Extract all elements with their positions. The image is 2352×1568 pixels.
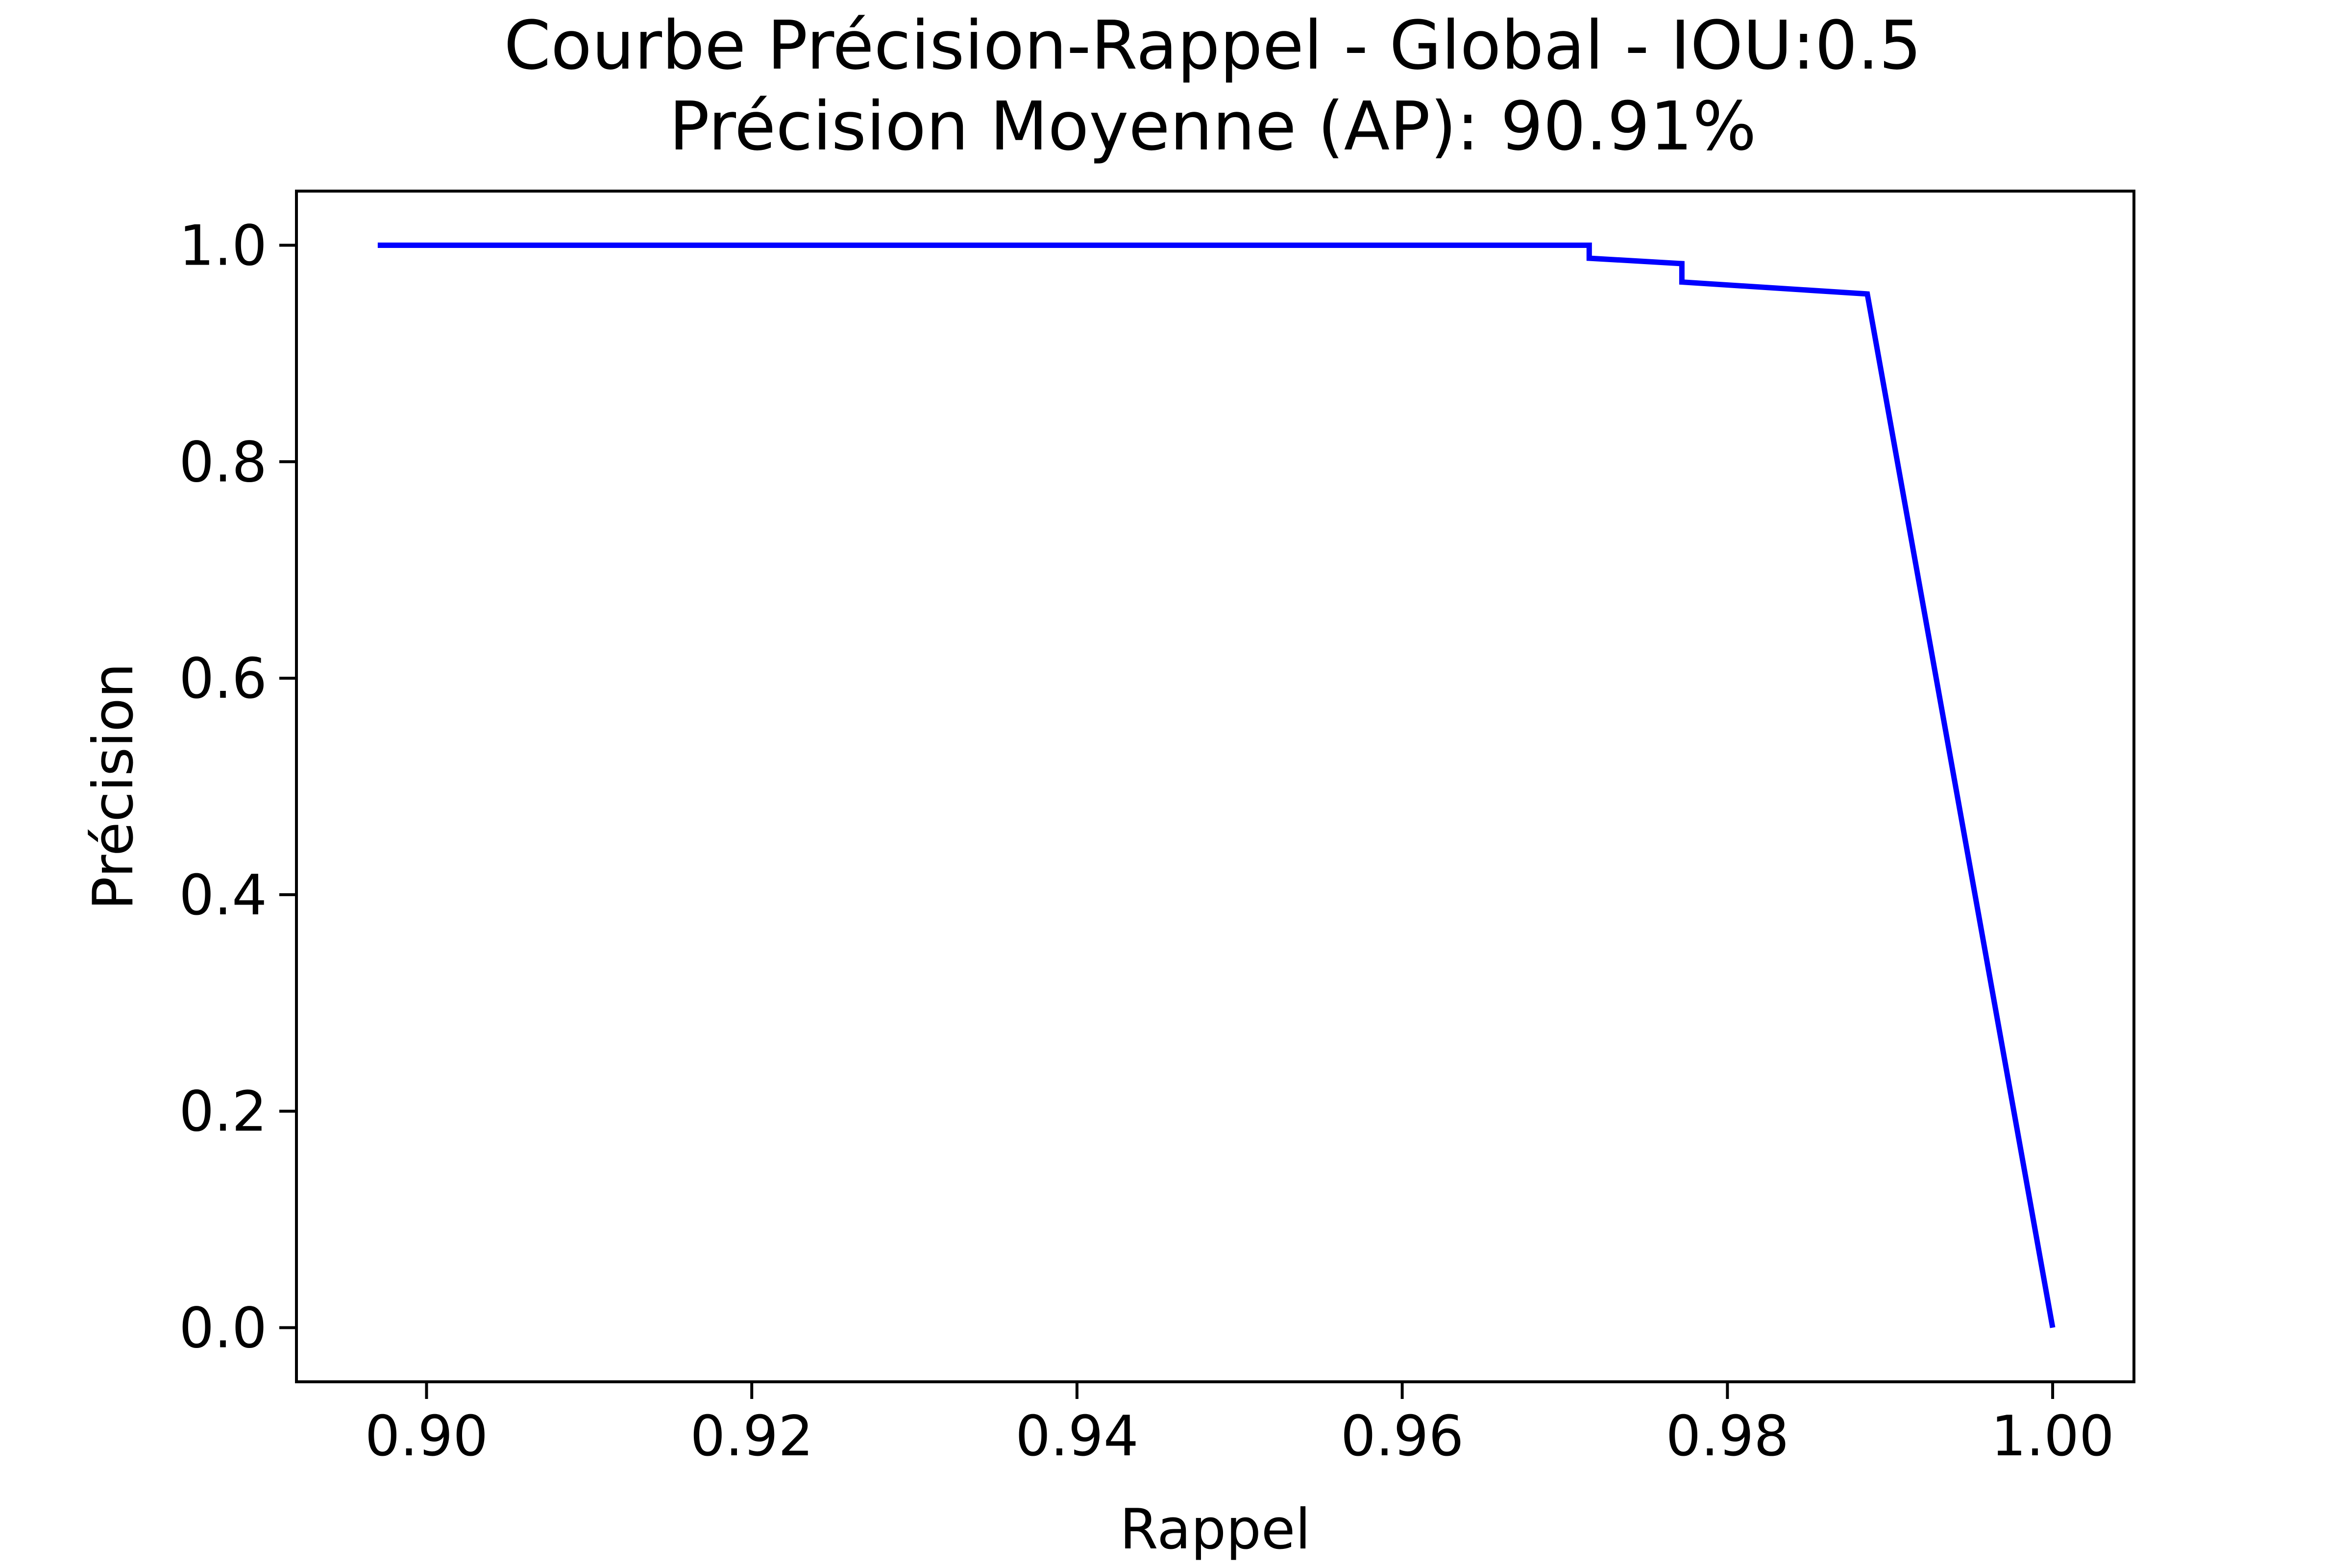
y-tick-label: 1.0 (179, 213, 267, 278)
x-tick-label: 1.00 (1991, 1404, 2114, 1469)
x-tick-label: 0.94 (1015, 1404, 1139, 1469)
y-tick-label: 0.8 (179, 430, 267, 494)
plot-area (377, 243, 2056, 1328)
x-axis: 0.90 0.92 0.94 0.96 0.98 1.00 (365, 1382, 2114, 1469)
y-axis: 0.0 0.2 0.4 0.6 0.8 1.0 (179, 213, 296, 1361)
chart-title: Courbe Précision-Rappel - Global - IOU:0… (504, 7, 1921, 85)
x-tick-label: 0.98 (1666, 1404, 1789, 1469)
axes-frame (295, 190, 2135, 1383)
y-tick-label: 0.6 (179, 646, 267, 711)
x-tick-label: 0.90 (365, 1404, 489, 1469)
x-tick-label: 0.92 (690, 1404, 813, 1469)
chart-subtitle: Précision Moyenne (AP): 90.91% (669, 88, 1756, 166)
x-axis-label: Rappel (1120, 1497, 1311, 1562)
y-tick-label: 0.2 (179, 1079, 267, 1144)
x-tick-label: 0.96 (1341, 1404, 1464, 1469)
y-axis-label: Précision (81, 663, 146, 910)
y-tick-label: 0.4 (179, 863, 267, 928)
pr-curve-line (377, 243, 2056, 1328)
y-tick-label: 0.0 (179, 1296, 267, 1361)
